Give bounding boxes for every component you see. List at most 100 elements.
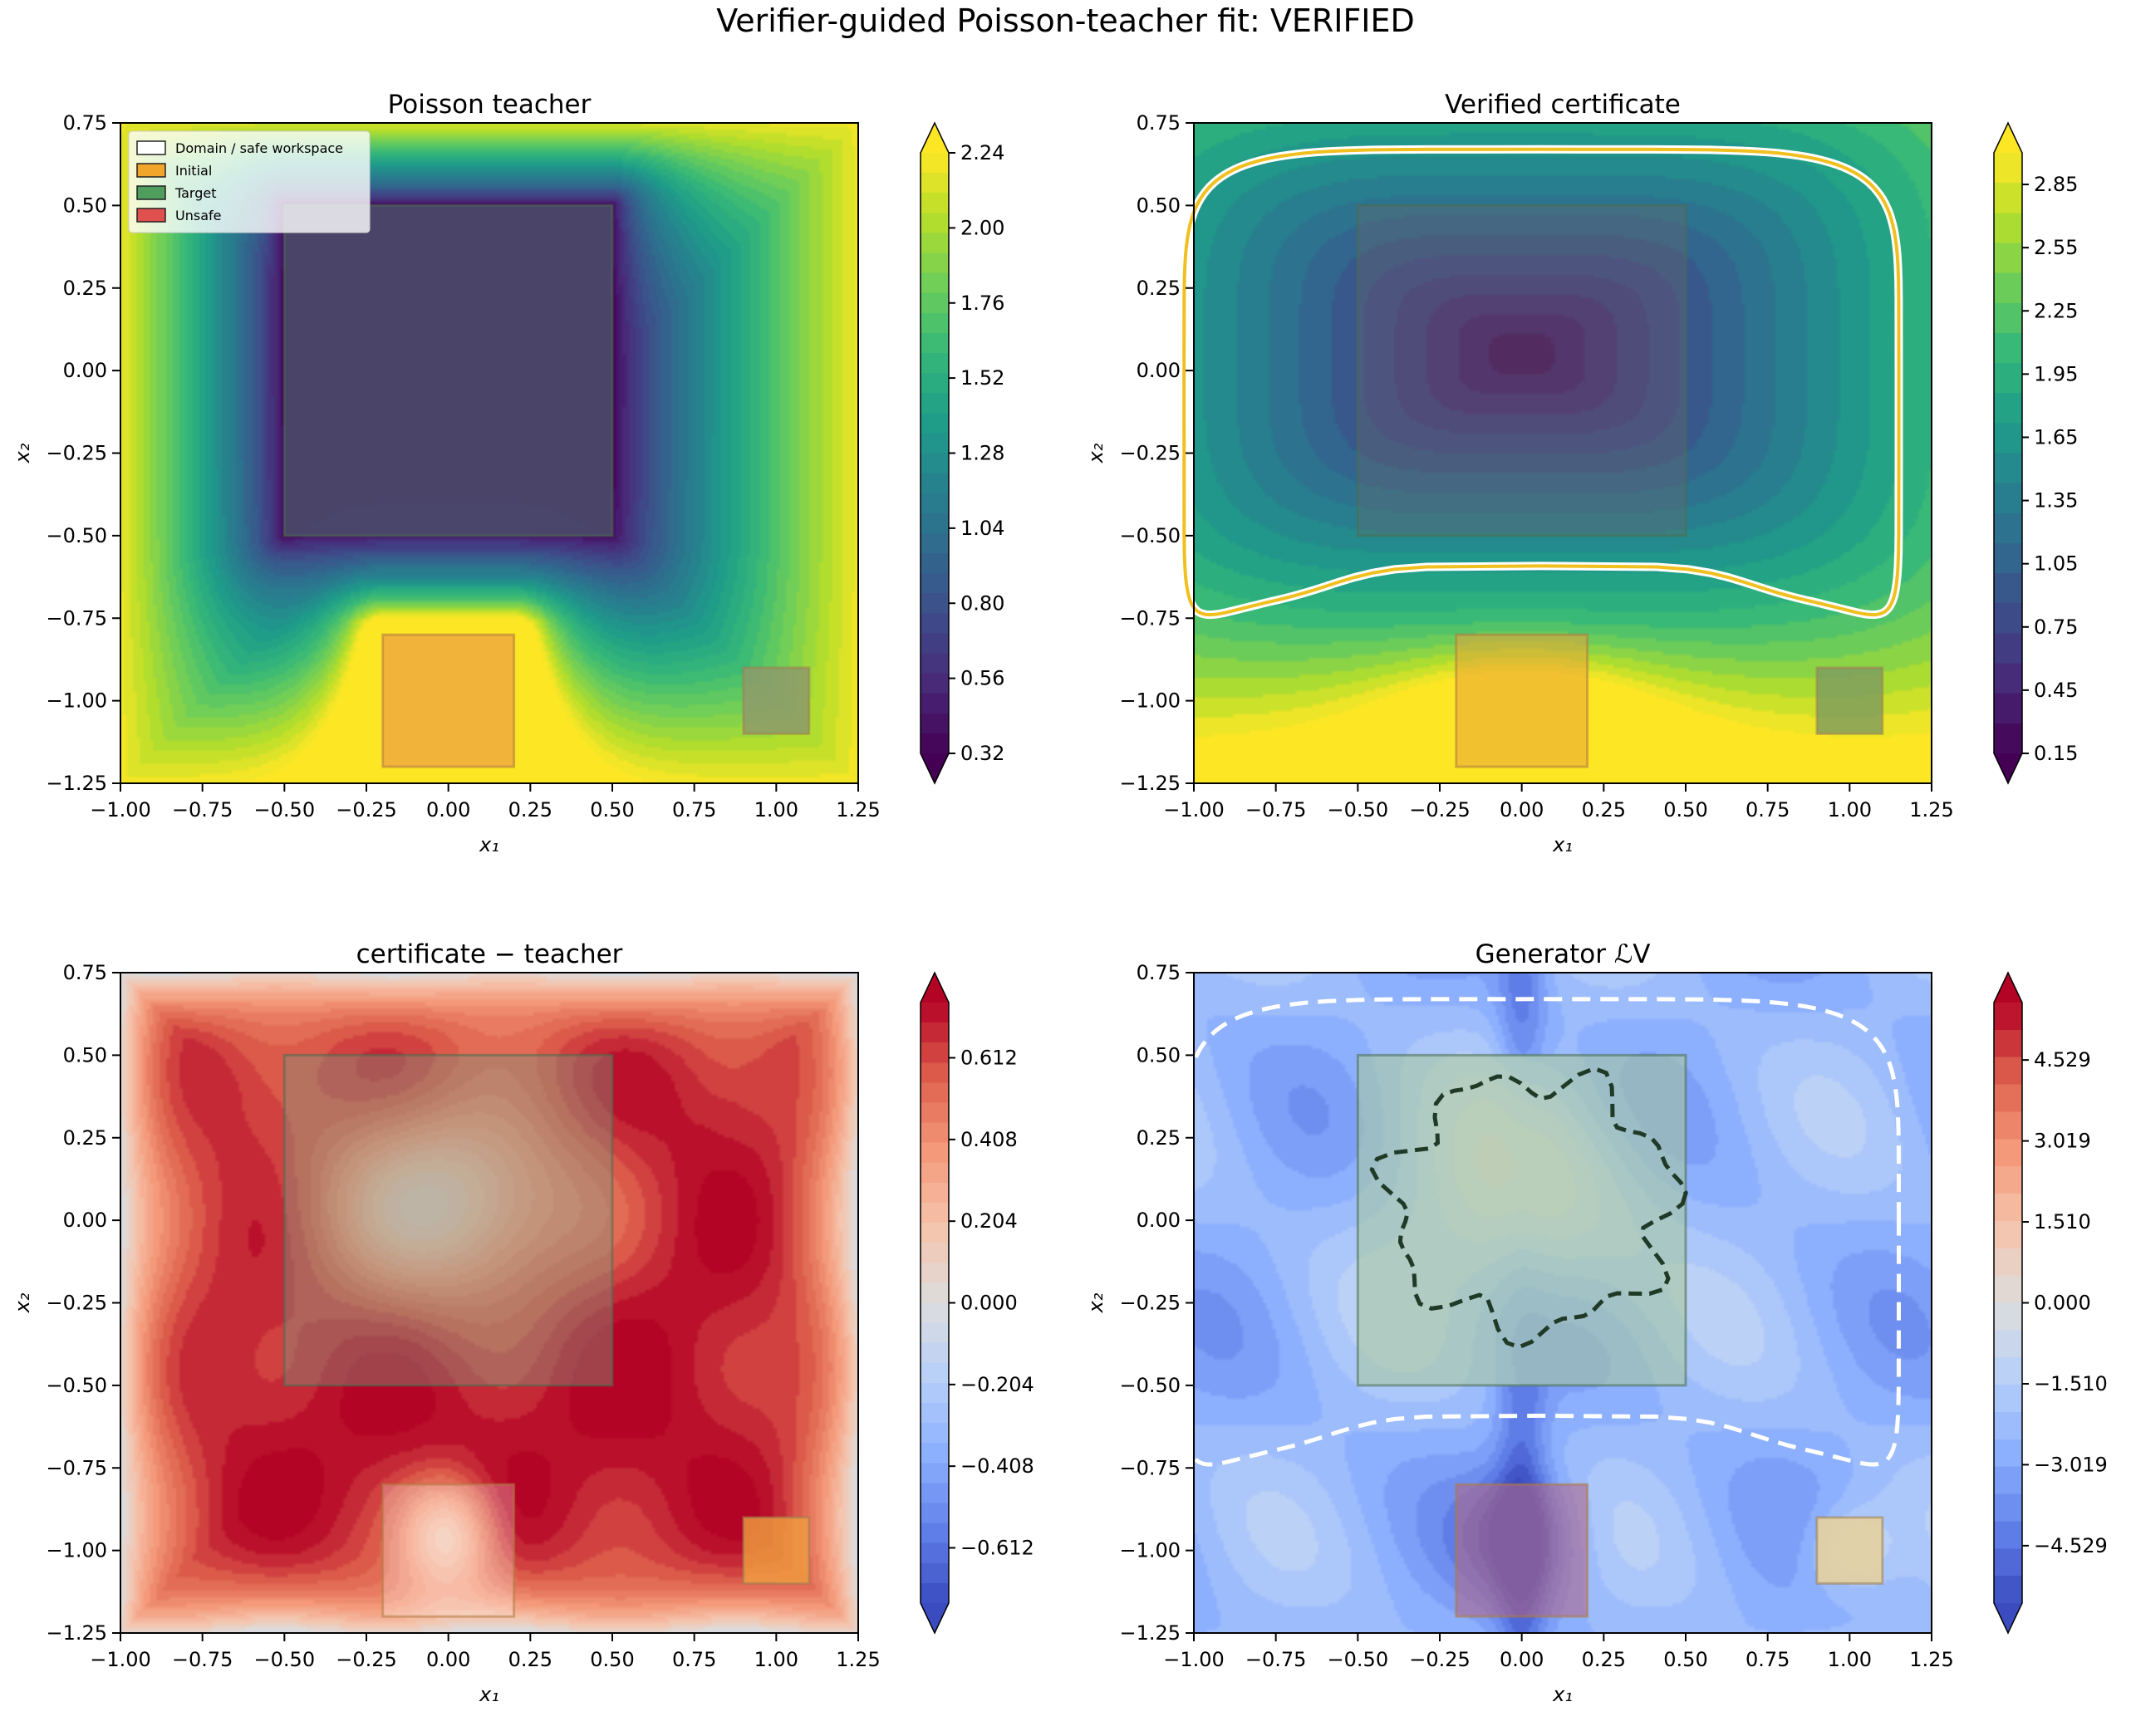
x-tick-label: 0.00 — [1500, 798, 1544, 821]
x-tick-label: 0.25 — [1582, 1648, 1626, 1671]
y-tick-label: 0.50 — [1137, 194, 1181, 217]
legend-box — [128, 130, 371, 233]
x-tick-label: 0.50 — [1663, 798, 1707, 821]
colorbar-outline — [1993, 971, 2023, 1635]
y-axis-label: x₂ — [1084, 443, 1107, 463]
y-axis-label: x₂ — [1084, 1292, 1107, 1313]
x-tick-label: 1.25 — [836, 1648, 880, 1671]
x-axis-label: x₁ — [1552, 1683, 1573, 1706]
x-tick-label: 0.00 — [426, 1648, 470, 1671]
colorbar-tick-label: −0.408 — [960, 1454, 1034, 1478]
target-region — [1356, 204, 1687, 537]
y-tick-label: −0.25 — [46, 442, 107, 465]
x-tick-label: −1.00 — [1163, 1648, 1225, 1671]
legend-label: Initial — [175, 163, 212, 179]
colorbar-tick-label: 4.529 — [2034, 1048, 2091, 1072]
x-tick-label: −0.75 — [1245, 1648, 1307, 1671]
colorbar-tick-label: 0.408 — [960, 1128, 1018, 1151]
x-tick-label: 0.75 — [1746, 798, 1790, 821]
x-tick-label: 0.50 — [590, 798, 634, 821]
colorbar-tick-label: −1.510 — [2034, 1372, 2108, 1395]
x-tick-label: 0.75 — [1746, 1648, 1790, 1671]
colorbar-tick-label: 2.85 — [2034, 173, 2078, 196]
colorbar-tick-label: 2.00 — [960, 216, 1004, 239]
y-tick-label: 0.00 — [63, 359, 107, 382]
y-tick-label: −0.50 — [46, 1374, 107, 1397]
x-tick-label: 0.50 — [1663, 1648, 1707, 1671]
x-axis-label: x₁ — [479, 833, 499, 856]
level-curve-dashed-white — [1181, 997, 1901, 1467]
colorbar-tick-label: 1.52 — [960, 366, 1004, 390]
initial-region — [381, 1483, 516, 1618]
x-tick-label: −0.75 — [172, 798, 233, 821]
legend-label: Domain / safe workspace — [175, 140, 343, 156]
legend-label: Target — [174, 185, 217, 201]
x-tick-label: 1.25 — [1909, 798, 1953, 821]
x-tick-label: 1.00 — [1828, 1648, 1872, 1671]
x-tick-label: −0.25 — [336, 1648, 397, 1671]
colorbar-tick-label: 0.15 — [2034, 742, 2078, 765]
x-tick-label: 0.25 — [508, 1648, 552, 1671]
target-region — [1356, 1053, 1687, 1387]
colorbar-top-arrow — [921, 973, 949, 1003]
x-tick-label: 1.00 — [1828, 798, 1872, 821]
colorbar-body — [1994, 1003, 2022, 1603]
colorbar-tick-label: 1.76 — [960, 292, 1004, 315]
panel-title: certificate − teacher — [356, 939, 623, 969]
colorbar-tick-label: 2.24 — [960, 141, 1004, 164]
y-axis-label: x₂ — [11, 1292, 34, 1313]
colorbar-tick-label: 0.204 — [960, 1209, 1018, 1233]
x-axis-label: x₁ — [479, 1683, 499, 1706]
x-tick-label: −0.50 — [254, 798, 316, 821]
colorbar-tick-label: 1.05 — [2034, 552, 2078, 576]
x-tick-label: −0.50 — [1328, 798, 1389, 821]
colorbar-bottom-arrow — [1994, 753, 2022, 783]
initial-region — [1455, 633, 1589, 768]
y-tick-label: −0.25 — [1119, 1292, 1181, 1315]
y-tick-label: −1.00 — [1119, 1539, 1181, 1562]
y-tick-label: −0.25 — [46, 1292, 107, 1315]
panel-title: Poisson teacher — [388, 90, 592, 120]
y-tick-label: −1.25 — [1119, 772, 1181, 795]
colorbar-tick-label: 1.28 — [960, 442, 1004, 465]
y-tick-label: −1.25 — [46, 772, 107, 795]
x-tick-label: −0.75 — [1245, 798, 1307, 821]
colorbar-bottom-arrow — [921, 753, 949, 783]
colorbar-tick-label: 0.80 — [960, 591, 1004, 615]
colorbar-tick-label: 1.04 — [960, 517, 1004, 540]
x-tick-label: 0.00 — [1500, 1648, 1544, 1671]
unsafe-region — [742, 1516, 811, 1585]
level-curve-dashed-green — [1369, 1066, 1688, 1350]
x-tick-label: 0.25 — [508, 798, 552, 821]
x-tick-label: 1.00 — [754, 798, 798, 821]
colorbar-tick-label: 0.000 — [2034, 1292, 2091, 1315]
figure-title: Verifier-guided Poisson-teacher fit: VER… — [716, 2, 1415, 39]
y-tick-label: 0.50 — [63, 194, 107, 217]
colorbar-tick-label: 2.55 — [2034, 236, 2078, 259]
colorbar-outline — [920, 971, 950, 1635]
x-tick-label: −0.25 — [336, 798, 397, 821]
y-tick-label: 0.25 — [63, 277, 107, 300]
y-tick-label: −1.00 — [1119, 689, 1181, 713]
x-tick-label: −0.50 — [1328, 1648, 1389, 1671]
legend-swatch — [136, 185, 166, 200]
y-tick-label: 0.25 — [1137, 1126, 1181, 1150]
colorbar-body — [921, 153, 949, 753]
initial-region — [381, 633, 516, 768]
target-region — [282, 1053, 614, 1387]
y-tick-label: −0.75 — [46, 1456, 107, 1479]
y-tick-label: 0.75 — [1137, 961, 1181, 984]
panel-4: −1.00 −0.75 −0.50 −0.25 0.00 0.25 0.50 0.75 1.00… — [1084, 939, 2108, 1706]
legend-swatch — [136, 140, 166, 155]
unsafe-region — [742, 666, 811, 735]
x-tick-label: 0.75 — [672, 1648, 716, 1671]
colorbar-tick-label: 1.35 — [2034, 489, 2078, 512]
panel-2: −1.00 −0.75 −0.50 −0.25 0.00 0.25 0.50 0.75 1.00… — [1084, 90, 2078, 856]
colorbar-tick-label: 0.45 — [2034, 679, 2078, 702]
unsafe-region — [1815, 666, 1884, 735]
colorbar-tick-label: 0.56 — [960, 667, 1004, 690]
colorbar-tick-label: 1.65 — [2034, 425, 2078, 449]
y-tick-label: 0.75 — [63, 111, 107, 135]
